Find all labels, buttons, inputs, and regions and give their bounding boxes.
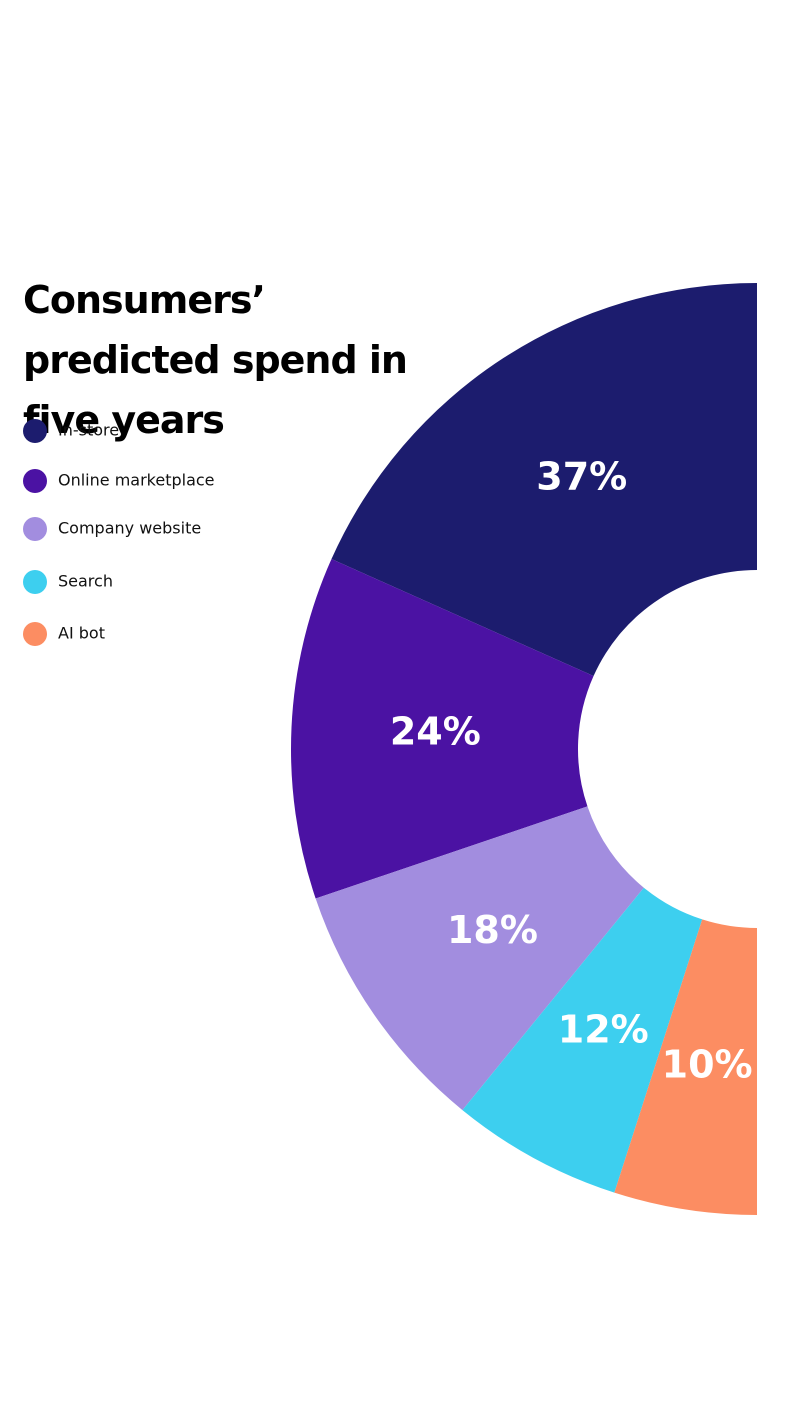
- legend-swatch: [23, 419, 47, 443]
- data-label: 10%: [662, 1043, 753, 1087]
- slice: [290, 559, 594, 899]
- data-label: 37%: [536, 454, 627, 498]
- legend-swatch: [23, 570, 47, 594]
- legend-swatch: [23, 517, 47, 541]
- slice: [331, 283, 757, 677]
- slice: [614, 919, 757, 1215]
- legend-label: Online marketplace: [58, 471, 215, 490]
- data-label: 24%: [390, 709, 481, 753]
- slice: [315, 806, 644, 1111]
- legend-swatch: [23, 622, 47, 646]
- legend-label: AI bot: [58, 624, 105, 643]
- data-label: 18%: [447, 908, 538, 952]
- slice: [462, 887, 703, 1193]
- legend-label: Company website: [58, 519, 201, 538]
- legend-label: In-store: [58, 421, 119, 440]
- legend-label: Search: [58, 572, 113, 591]
- legend-swatch: [23, 469, 47, 493]
- data-label: 12%: [558, 1007, 649, 1051]
- chart-title: Consumers’ predicted spend in five years: [23, 278, 408, 442]
